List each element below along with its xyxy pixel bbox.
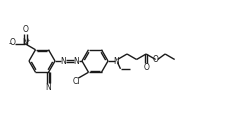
Text: N: N xyxy=(73,56,79,66)
Text: O: O xyxy=(143,62,149,71)
Text: O: O xyxy=(153,55,159,64)
Text: Cl: Cl xyxy=(72,77,80,86)
Text: O: O xyxy=(22,25,28,34)
Text: N: N xyxy=(113,56,119,66)
Text: N: N xyxy=(60,56,66,66)
Text: +: + xyxy=(26,38,30,43)
Text: N: N xyxy=(22,38,28,47)
Text: N: N xyxy=(46,83,51,92)
Text: O: O xyxy=(9,38,15,47)
Text: -: - xyxy=(9,39,12,48)
